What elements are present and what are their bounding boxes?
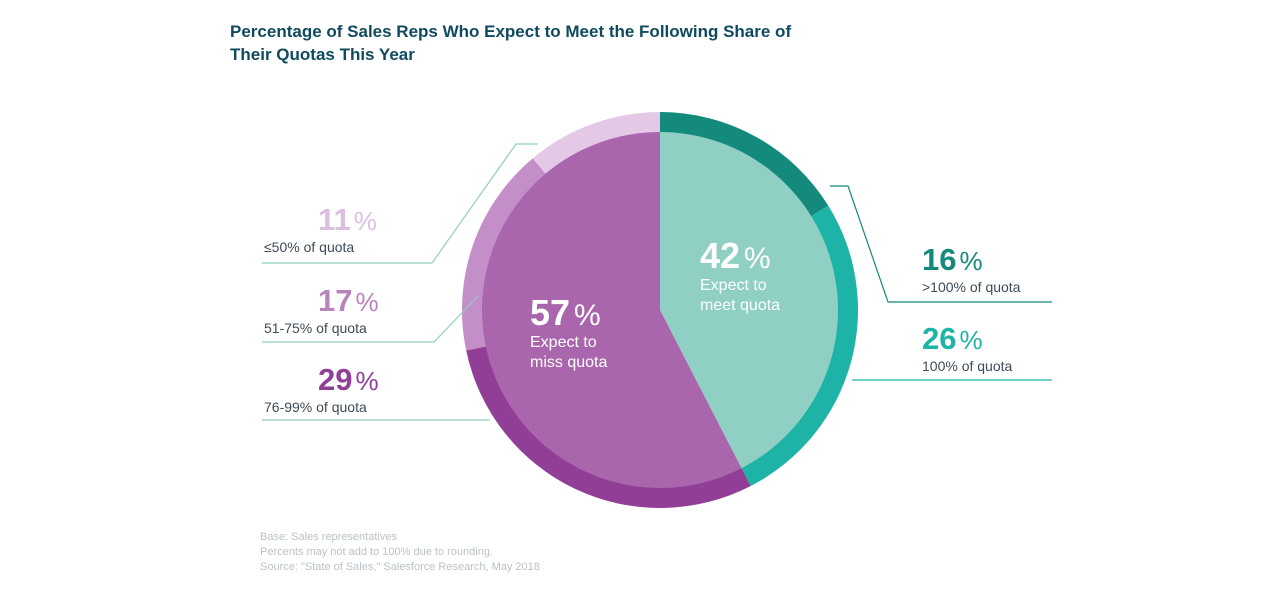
- slice-text-label-1-0: Expect to: [530, 334, 597, 351]
- pie-slice-1: [482, 132, 742, 488]
- slice-text-label-1-1: miss quota: [530, 354, 607, 371]
- callout-value-1: 26%: [922, 321, 983, 356]
- callout-label-1: 100% of quota: [922, 358, 1013, 374]
- callout-line-3: [262, 295, 479, 343]
- ring-segment-4: [532, 112, 660, 175]
- slice-value-label-1: 57%: [530, 292, 601, 333]
- footnote-source: Source: "State of Sales," Salesforce Res…: [260, 561, 540, 573]
- footnote-rounding: Percents may not add to 100% due to roun…: [260, 546, 493, 558]
- pie-slice-0: [660, 132, 839, 469]
- chart-title: Percentage of Sales Reps Who Expect to M…: [230, 22, 792, 64]
- ring-segment-0: [660, 112, 829, 217]
- footnote-base: Base: Sales representatives: [260, 531, 397, 543]
- callout-line-4: [262, 143, 538, 264]
- callout-label-0: >100% of quota: [922, 279, 1021, 295]
- callout-label-4: ≤50% of quota: [264, 239, 354, 255]
- footnote: Base: Sales representatives Percents may…: [260, 530, 540, 575]
- ring-segment-1: [741, 205, 859, 486]
- ring-segment-2: [466, 346, 751, 509]
- callout-label-3: 51-75% of quota: [264, 320, 367, 336]
- callout-line-0: [830, 185, 1052, 303]
- callout-value-2: 29%: [318, 362, 379, 397]
- callout-label-2: 76-99% of quota: [264, 399, 367, 415]
- callout-value-3: 17%: [318, 283, 379, 318]
- slice-value-label-0: 42%: [700, 235, 771, 276]
- callout-value-0: 16%: [922, 242, 983, 277]
- slice-text-label-0-0: Expect to: [700, 277, 767, 294]
- callout-value-4: 11%: [318, 202, 377, 237]
- slice-text-label-0-1: meet quota: [700, 297, 780, 314]
